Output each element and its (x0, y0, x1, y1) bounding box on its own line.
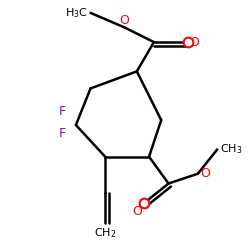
Text: O: O (120, 14, 130, 26)
Text: F: F (59, 105, 66, 118)
Text: F: F (59, 127, 66, 140)
Text: O: O (189, 36, 199, 49)
Text: O: O (132, 206, 142, 218)
Text: H$_3$C: H$_3$C (65, 6, 88, 20)
Text: CH$_3$: CH$_3$ (220, 142, 242, 156)
Text: CH$_2$: CH$_2$ (94, 226, 116, 240)
Text: O: O (200, 167, 210, 180)
